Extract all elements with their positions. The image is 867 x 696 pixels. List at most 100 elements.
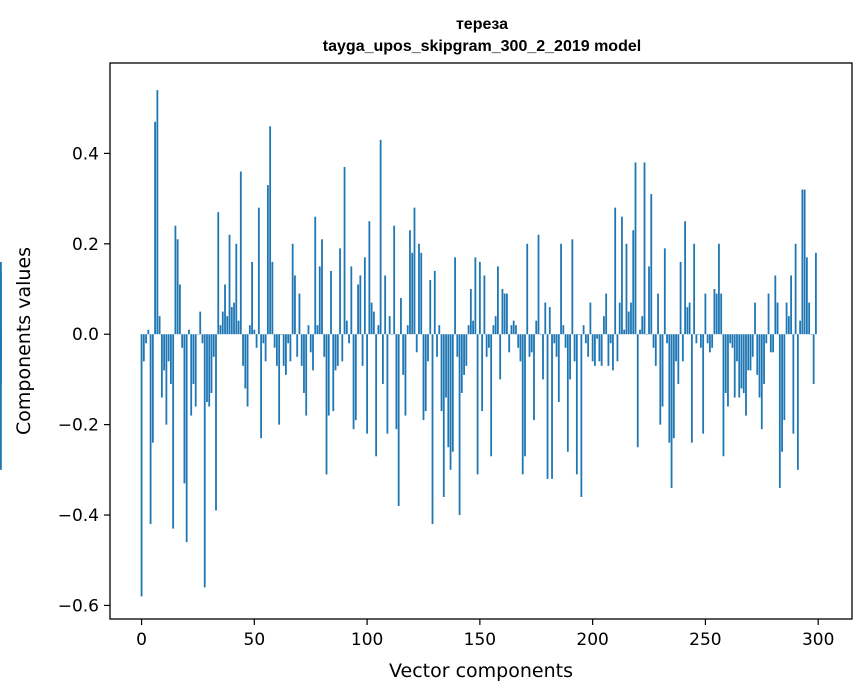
bar	[226, 316, 229, 335]
bar	[235, 243, 238, 335]
bar	[690, 334, 693, 443]
bar	[612, 334, 614, 371]
y-tick-label: 0.4	[72, 144, 99, 164]
bar	[203, 334, 206, 588]
bar	[246, 334, 249, 407]
bar	[688, 302, 691, 335]
bar	[422, 334, 425, 421]
bar	[456, 334, 459, 357]
bars-group	[0, 90, 817, 597]
bar	[206, 334, 208, 403]
bar	[763, 334, 765, 384]
bar	[215, 334, 217, 511]
bar	[580, 334, 583, 497]
bar	[605, 293, 608, 335]
bar	[598, 334, 601, 362]
bar	[706, 334, 709, 344]
bar	[341, 334, 344, 362]
bar	[506, 293, 508, 335]
bar	[751, 334, 754, 357]
bar	[357, 284, 359, 335]
x-axis-ticks: 0 50 100 150 200 250 300	[136, 619, 834, 650]
bar	[729, 334, 732, 344]
bar	[571, 239, 574, 335]
bar	[478, 261, 481, 335]
bar	[307, 325, 310, 335]
bar	[745, 334, 747, 416]
bar	[639, 329, 641, 335]
bar	[438, 325, 441, 335]
bar	[242, 334, 244, 366]
bar	[643, 162, 646, 335]
bar	[239, 171, 242, 335]
bar	[533, 334, 535, 421]
bar	[377, 325, 380, 335]
bar	[497, 266, 499, 335]
bar	[404, 334, 407, 416]
bar	[440, 334, 443, 412]
bar	[354, 334, 357, 421]
bar	[747, 334, 750, 371]
bar	[208, 334, 211, 407]
bar	[483, 275, 486, 335]
bar	[774, 275, 777, 335]
bar	[388, 316, 391, 335]
bar	[724, 334, 727, 393]
bar	[217, 212, 220, 335]
bar	[169, 334, 172, 384]
bar	[693, 243, 696, 335]
bar	[519, 334, 522, 362]
bar	[219, 325, 222, 335]
bar	[555, 334, 558, 357]
bar	[289, 334, 292, 362]
bar	[772, 334, 774, 353]
bar	[754, 302, 756, 335]
bar	[413, 207, 416, 335]
bar	[460, 334, 463, 393]
bar	[411, 252, 414, 335]
bar	[454, 257, 456, 335]
bar	[429, 279, 432, 335]
bar	[758, 334, 761, 398]
bar	[330, 270, 332, 335]
bar	[528, 334, 531, 357]
y-tick-label: −0.6	[58, 596, 99, 616]
bar	[264, 334, 267, 362]
bar	[517, 334, 520, 348]
bar	[584, 334, 587, 344]
bar	[386, 334, 389, 434]
bar	[487, 334, 490, 348]
bar	[463, 334, 465, 375]
bar	[391, 334, 393, 335]
bar	[285, 334, 287, 375]
bar	[381, 334, 384, 384]
bar	[627, 311, 630, 335]
bar	[616, 334, 619, 362]
bar	[630, 302, 632, 335]
bar	[192, 334, 195, 384]
bar	[305, 334, 308, 416]
bar	[345, 320, 348, 335]
bar	[359, 275, 362, 335]
bar	[765, 334, 768, 344]
bar	[415, 334, 418, 353]
bar	[591, 334, 594, 362]
bar	[280, 334, 283, 335]
bar	[672, 334, 675, 439]
bar	[697, 334, 700, 335]
bar	[648, 266, 650, 335]
bar	[149, 334, 152, 525]
bar	[194, 334, 197, 407]
bar	[501, 289, 504, 335]
bar	[176, 239, 179, 335]
bar	[575, 334, 578, 475]
bar	[560, 243, 562, 335]
bar	[316, 325, 319, 335]
bar	[760, 334, 763, 430]
bar	[636, 334, 639, 448]
bar	[810, 334, 813, 335]
bar	[278, 334, 281, 425]
bar	[140, 334, 143, 597]
bar	[294, 275, 296, 335]
